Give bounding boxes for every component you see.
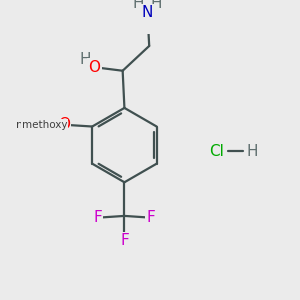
Text: Cl: Cl	[209, 144, 224, 159]
Text: methoxy: methoxy	[22, 120, 67, 130]
Text: O: O	[58, 117, 70, 132]
Text: H: H	[246, 144, 258, 159]
Text: O: O	[88, 60, 100, 75]
Text: F: F	[94, 210, 102, 225]
Text: H: H	[80, 52, 91, 67]
Text: H: H	[133, 0, 144, 11]
Text: N: N	[142, 5, 153, 20]
Text: methoxy: methoxy	[16, 120, 65, 130]
Text: H: H	[151, 0, 162, 11]
Text: F: F	[147, 210, 155, 225]
Text: F: F	[120, 233, 129, 248]
